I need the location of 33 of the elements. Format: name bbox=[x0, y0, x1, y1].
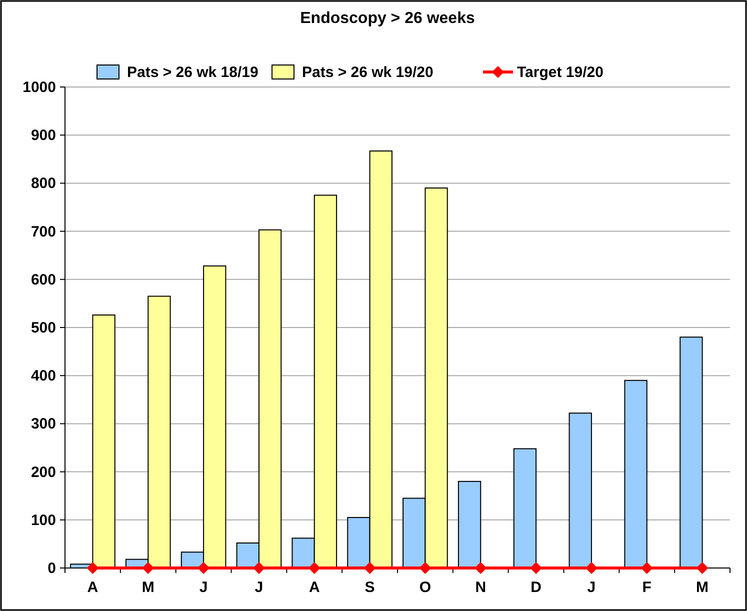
x-tick-label: O bbox=[419, 579, 432, 596]
x-tick-label: J bbox=[254, 579, 264, 596]
x-tick-label: A bbox=[87, 579, 98, 596]
y-tick-label: 500 bbox=[30, 320, 56, 336]
legend-label: Pats > 26 wk 19/20 bbox=[302, 64, 434, 81]
bar bbox=[624, 380, 648, 568]
x-tick-label: A bbox=[308, 579, 320, 596]
y-tick-label: 600 bbox=[30, 271, 56, 288]
bar bbox=[568, 412, 592, 568]
bar bbox=[458, 480, 482, 568]
bar bbox=[92, 314, 116, 568]
bar bbox=[680, 336, 703, 568]
x-tick-label: J bbox=[199, 579, 208, 596]
x-tick-label: M bbox=[696, 579, 709, 596]
bar bbox=[513, 448, 537, 568]
y-tick-label: 900 bbox=[30, 127, 56, 144]
x-tick-label: F bbox=[642, 579, 652, 596]
y-tick-label: 800 bbox=[30, 175, 56, 192]
x-tick-label: J bbox=[587, 579, 596, 596]
y-tick-label: 200 bbox=[30, 464, 56, 481]
y-tick-label: 0 bbox=[48, 560, 56, 577]
x-tick-label: S bbox=[364, 579, 375, 596]
x-tick-label: N bbox=[475, 579, 486, 596]
y-tick-label: 300 bbox=[30, 416, 56, 433]
chart-title: Endoscopy > 26 weeks bbox=[300, 10, 475, 27]
x-tick-label: D bbox=[530, 579, 542, 596]
y-tick-label: 700 bbox=[30, 223, 56, 240]
legend-label: Target 19/20 bbox=[517, 64, 604, 81]
legend-label: Pats > 26 wk 18/19 bbox=[127, 64, 258, 81]
y-tick-label: 1000 bbox=[22, 79, 56, 96]
y-tick-label: 100 bbox=[30, 512, 56, 529]
x-tick-label: M bbox=[142, 579, 154, 596]
y-tick-label: 400 bbox=[30, 368, 56, 385]
